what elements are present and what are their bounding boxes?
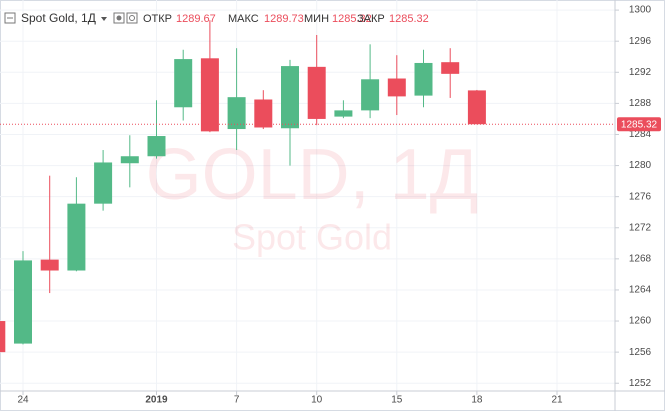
candle-body bbox=[281, 66, 299, 129]
dropdown-arrow[interactable] bbox=[101, 17, 107, 21]
last-price-label: 1285.32 bbox=[621, 119, 658, 130]
x-tick-label: 10 bbox=[311, 395, 323, 406]
candle-body bbox=[0, 321, 6, 353]
high-value: 1289.73 bbox=[264, 13, 304, 25]
candle-body bbox=[147, 136, 166, 157]
x-tick-label: 24 bbox=[17, 395, 29, 406]
y-tick-label: 1296 bbox=[629, 36, 652, 47]
y-tick-label: 1288 bbox=[629, 98, 652, 109]
symbol-title[interactable]: Spot Gold, 1Д bbox=[21, 11, 96, 25]
candle-body bbox=[120, 156, 139, 164]
y-tick-label: 1256 bbox=[629, 347, 652, 358]
x-tick-label: 21 bbox=[551, 395, 563, 406]
x-tick-label: 7 bbox=[234, 395, 240, 406]
candle-body bbox=[307, 66, 326, 119]
y-tick-label: 1272 bbox=[629, 222, 652, 233]
last-price-badge bbox=[617, 117, 661, 132]
collapse-icon[interactable] bbox=[4, 12, 16, 24]
low-value: 1285.32 bbox=[332, 13, 372, 25]
grid bbox=[0, 0, 615, 391]
candle-body bbox=[414, 62, 433, 96]
plot bbox=[0, 20, 486, 353]
x-tick-label: 2019 bbox=[145, 395, 168, 406]
y-tick-label: 1284 bbox=[629, 129, 652, 140]
y-tick-label: 1252 bbox=[629, 378, 652, 389]
high-label: МАКС bbox=[228, 13, 259, 25]
eye-icon bbox=[116, 15, 122, 21]
y-tick-label: 1276 bbox=[629, 191, 652, 202]
candle-body bbox=[67, 203, 86, 271]
low-label: МИН bbox=[304, 13, 329, 25]
settings-icon[interactable] bbox=[126, 12, 138, 24]
close-label: ЗАКР bbox=[357, 13, 385, 25]
candle-body bbox=[40, 259, 59, 271]
y-tick-label: 1264 bbox=[629, 285, 652, 296]
candle-body bbox=[361, 79, 380, 111]
settings-icon bbox=[129, 15, 135, 21]
x-tick-label: 18 bbox=[471, 395, 483, 406]
candle-body bbox=[174, 59, 193, 108]
candle-body bbox=[467, 90, 486, 125]
watermark-subtitle: Spot Gold bbox=[232, 217, 392, 258]
watermark-title: GOLD, 1Д bbox=[146, 135, 479, 215]
y-tick-label: 1300 bbox=[629, 5, 652, 16]
candle-body bbox=[200, 58, 219, 132]
candle-body bbox=[387, 78, 406, 97]
candle-body bbox=[441, 62, 460, 74]
x-tick-label: 15 bbox=[391, 395, 403, 406]
candle-body bbox=[334, 110, 353, 117]
close-value: 1285.32 bbox=[389, 13, 429, 25]
y-tick-label: 1268 bbox=[629, 253, 652, 264]
open-value: 1289.67 bbox=[176, 13, 216, 25]
candle-body bbox=[94, 162, 113, 204]
open-label: ОТКР bbox=[143, 13, 172, 25]
y-tick-label: 1292 bbox=[629, 67, 652, 78]
y-tick-label: 1260 bbox=[629, 316, 652, 327]
y-tick-label: 1280 bbox=[629, 160, 652, 171]
candle-body bbox=[14, 260, 32, 344]
candle-body bbox=[254, 99, 273, 128]
candle-body bbox=[227, 97, 246, 130]
